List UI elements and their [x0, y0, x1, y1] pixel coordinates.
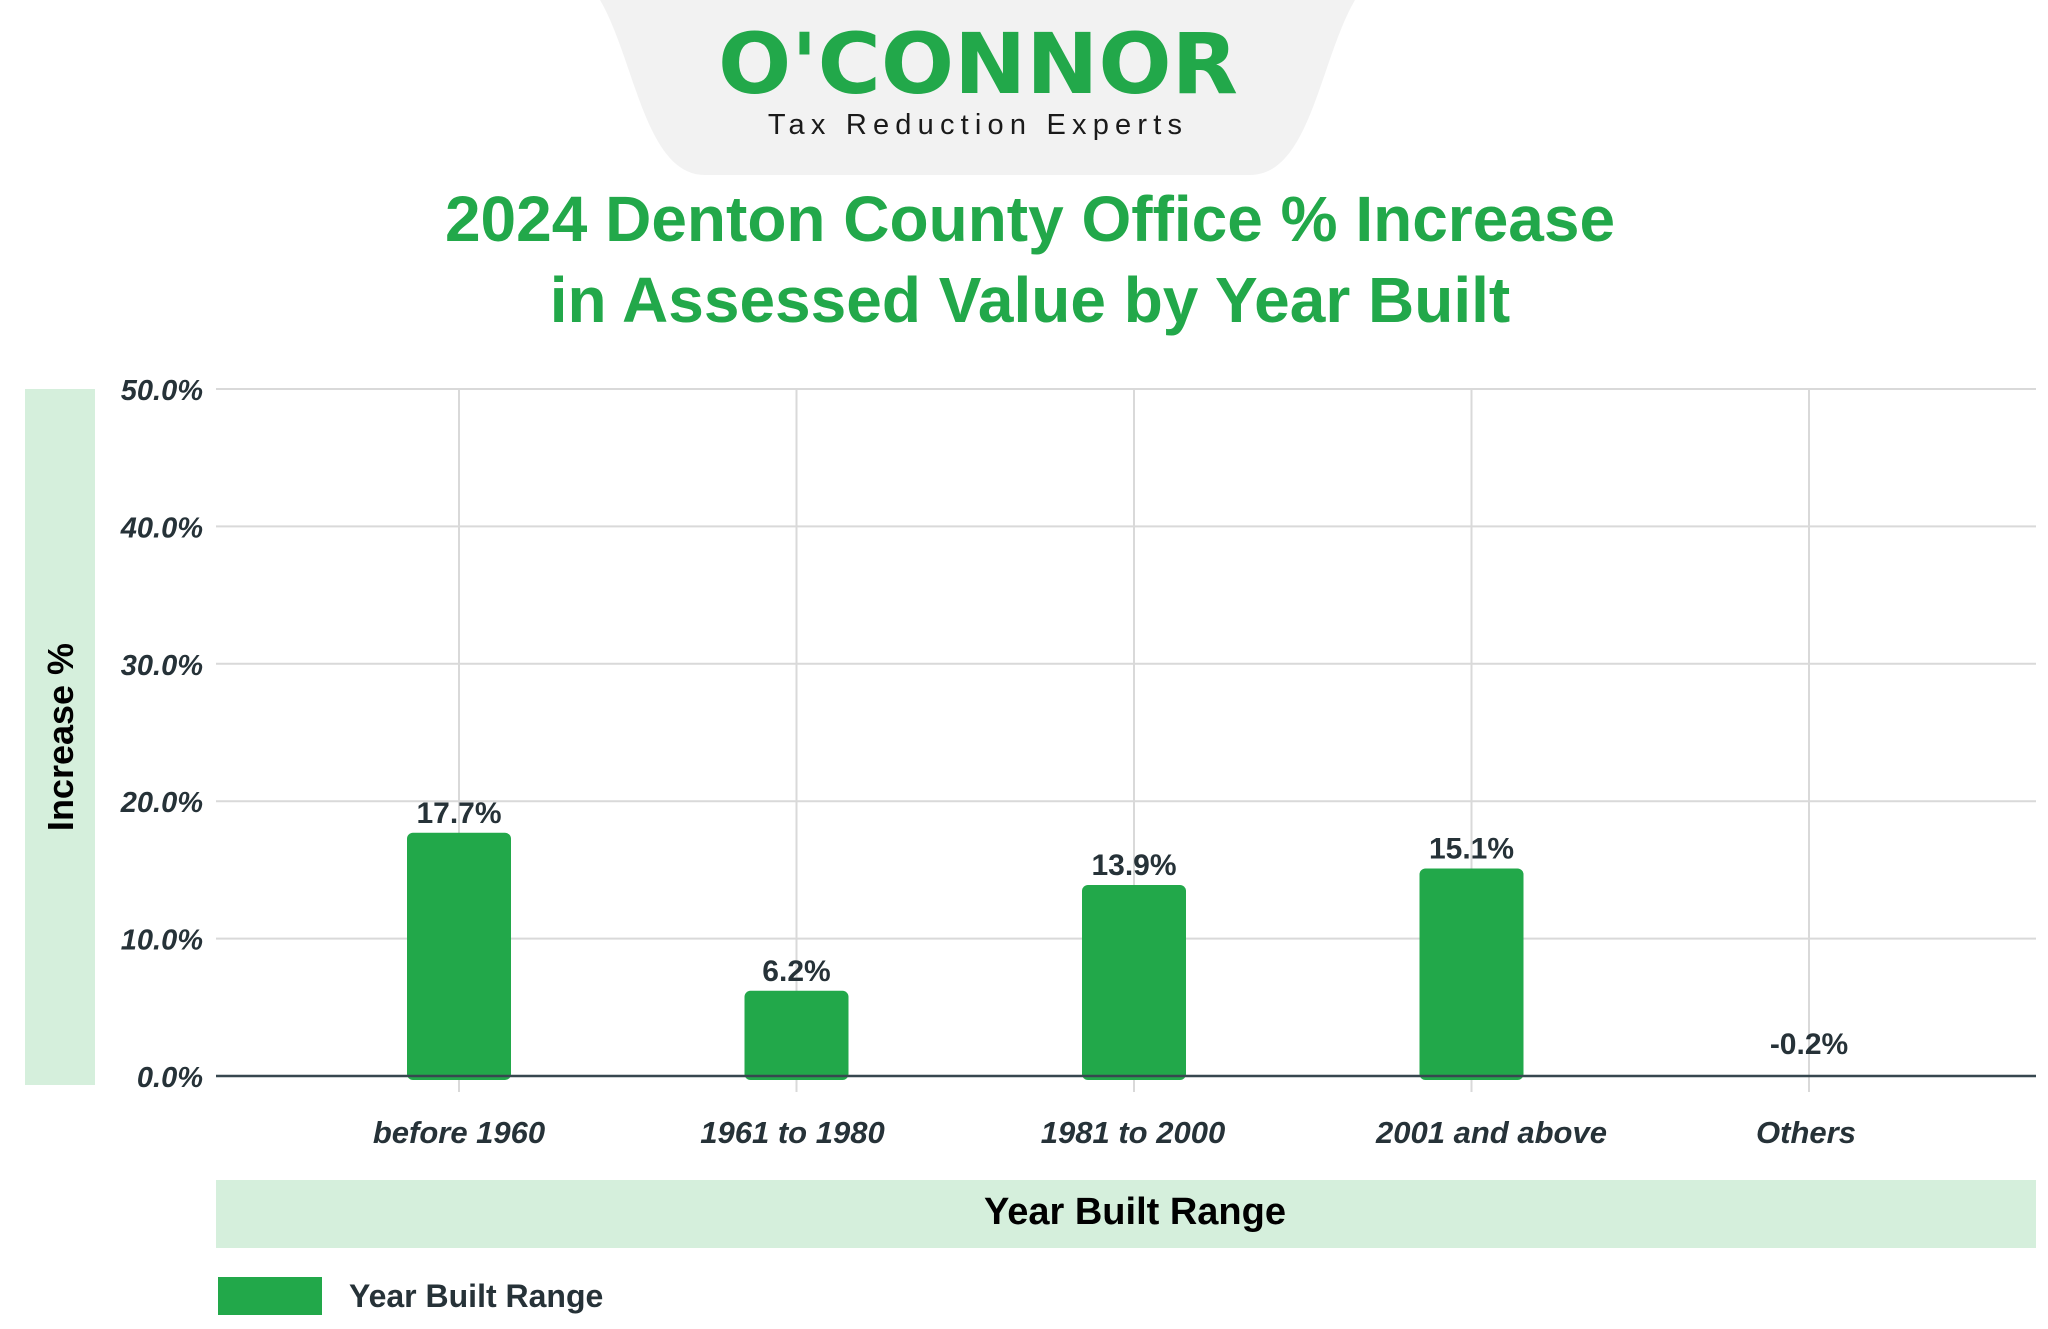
legend-label: Year Built Range	[349, 1278, 603, 1314]
y-tick-label: 10.0%	[121, 925, 203, 957]
legend-swatch	[218, 1277, 322, 1315]
category-labels: before 1960 1961 to 1980 1981 to 2000 2001 …	[373, 1115, 1856, 1150]
y-axis-title: Increase %	[40, 643, 81, 831]
chart-title-line-1: 2024 Denton County Office % Increase	[445, 183, 1615, 255]
value-label: 17.7%	[416, 797, 501, 830]
chart-title-line-2: in Assessed Value by Year Built	[550, 264, 1510, 336]
bar	[1419, 868, 1524, 1080]
value-labels: 17.7% 6.2% 13.9% 15.1% -0.2%	[416, 797, 1848, 1061]
legend: Year Built Range	[218, 1277, 603, 1315]
value-label: -0.2%	[1770, 1028, 1848, 1061]
y-tick-label: 50.0%	[121, 375, 203, 407]
category-label: 1981 to 2000	[1041, 1115, 1225, 1150]
bar	[1082, 885, 1186, 1080]
bars	[216, 832, 2036, 1080]
y-tick-label: 20.0%	[120, 787, 203, 819]
brand-banner: O'CONNOR Tax Reduction Experts	[600, 0, 1355, 175]
y-tick-label: 40.0%	[120, 512, 203, 544]
category-label: 1961 to 1980	[700, 1115, 884, 1150]
y-tick-label: 0.0%	[137, 1062, 203, 1094]
brand-logo: O'CONNOR	[718, 15, 1238, 113]
value-label: 13.9%	[1091, 849, 1176, 882]
y-axis-title-band	[25, 389, 95, 1085]
y-tick-label: 30.0%	[121, 650, 203, 682]
x-axis-title: Year Built Range	[984, 1191, 1286, 1233]
category-label: Others	[1756, 1115, 1856, 1150]
bar	[744, 990, 849, 1080]
category-label: before 1960	[373, 1115, 545, 1150]
banner-shape	[600, 0, 1355, 175]
brand-tagline: Tax Reduction Experts	[768, 109, 1188, 141]
x-axis-title-band	[216, 1180, 2036, 1248]
y-tick-labels: 0.0% 10.0% 20.0% 30.0% 40.0% 50.0%	[120, 375, 203, 1094]
category-label: 2001 and above	[1375, 1115, 1607, 1150]
bar	[407, 832, 511, 1080]
value-label: 15.1%	[1429, 833, 1514, 866]
value-label: 6.2%	[762, 955, 830, 988]
